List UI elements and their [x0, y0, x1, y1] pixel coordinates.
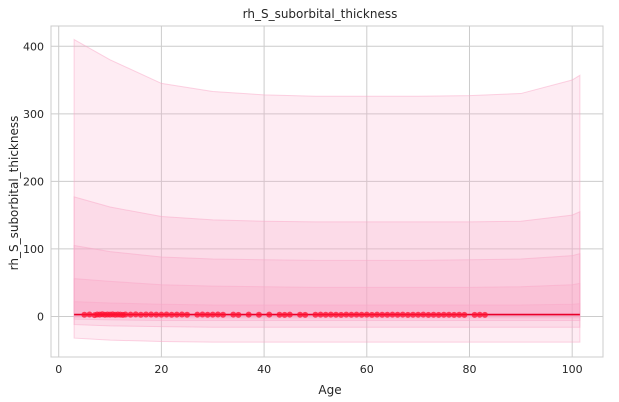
y-tick-label: 300 [23, 108, 44, 121]
data-point [194, 311, 201, 318]
data-point [476, 311, 483, 318]
x-axis-label: Age [318, 383, 341, 397]
data-point [204, 311, 211, 318]
data-point [230, 311, 237, 318]
data-point [281, 311, 288, 318]
data-point [266, 311, 273, 318]
data-point [471, 311, 478, 318]
data-point [137, 311, 144, 318]
x-tick-label: 20 [154, 363, 168, 376]
data-point [379, 311, 386, 318]
data-point [214, 311, 221, 318]
chart-title: rh_S_suborbital_thickness [243, 7, 398, 21]
data-point [122, 311, 129, 318]
x-tick-label: 40 [257, 363, 271, 376]
data-point [235, 311, 242, 318]
data-point [404, 311, 411, 318]
data-point [461, 311, 468, 318]
band-outer [73, 38, 581, 343]
data-point [153, 311, 160, 318]
data-point [348, 311, 355, 318]
data-point [220, 311, 227, 318]
data-point [302, 311, 309, 318]
data-point [132, 311, 139, 318]
data-point [394, 311, 401, 318]
data-point [410, 311, 417, 318]
data-point [317, 311, 324, 318]
data-point [148, 311, 155, 318]
data-point [353, 311, 360, 318]
data-point [440, 311, 447, 318]
data-point [368, 311, 375, 318]
data-point [430, 311, 437, 318]
data-point [343, 311, 350, 318]
data-point [81, 311, 88, 318]
data-points [81, 311, 488, 319]
data-point [209, 311, 216, 318]
data-point [389, 311, 396, 318]
band-third [73, 244, 581, 322]
data-point [425, 311, 432, 318]
data-point [178, 311, 185, 318]
data-point [255, 311, 262, 318]
data-point [384, 311, 391, 318]
data-point [338, 311, 345, 318]
data-point [435, 311, 442, 318]
data-point [168, 311, 175, 318]
data-point [163, 311, 170, 318]
x-tick-label: 60 [360, 363, 374, 376]
data-point [127, 311, 134, 318]
band-second [73, 196, 581, 328]
data-point [399, 311, 406, 318]
x-tick-labels: 0 20 40 60 80 100 [55, 363, 582, 376]
data-point [86, 311, 93, 318]
band-fourth [73, 278, 581, 319]
y-tick-labels: 0 100 200 300 400 [23, 40, 44, 323]
y-tick-label: 100 [23, 243, 44, 256]
data-point [173, 311, 180, 318]
x-tick-label: 80 [462, 363, 476, 376]
data-point [374, 311, 381, 318]
data-point [358, 311, 365, 318]
x-tick-label: 0 [55, 363, 62, 376]
data-point [297, 311, 304, 318]
data-point [322, 311, 329, 318]
y-tick-label: 200 [23, 175, 44, 188]
data-point [363, 311, 370, 318]
data-point [245, 311, 252, 318]
data-point [158, 311, 165, 318]
data-point [142, 311, 149, 318]
y-tick-label: 0 [37, 310, 44, 323]
x-tick-label: 100 [562, 363, 583, 376]
data-point [456, 311, 463, 318]
data-point [312, 311, 319, 318]
data-point [199, 311, 206, 318]
data-point [332, 311, 339, 318]
data-point [481, 311, 488, 318]
y-axis-label: rh_S_suborbital_thickness [7, 116, 21, 271]
uncertainty-bands [73, 38, 581, 343]
y-tick-label: 400 [23, 40, 44, 53]
data-point [415, 311, 422, 318]
data-point [327, 311, 334, 318]
data-point [445, 311, 452, 318]
plot-frame [50, 25, 604, 358]
data-point [276, 311, 283, 318]
data-point [451, 311, 458, 318]
data-point [286, 311, 293, 318]
grid-vertical-lines [58, 26, 573, 357]
data-point [184, 311, 191, 318]
data-point [420, 311, 427, 318]
